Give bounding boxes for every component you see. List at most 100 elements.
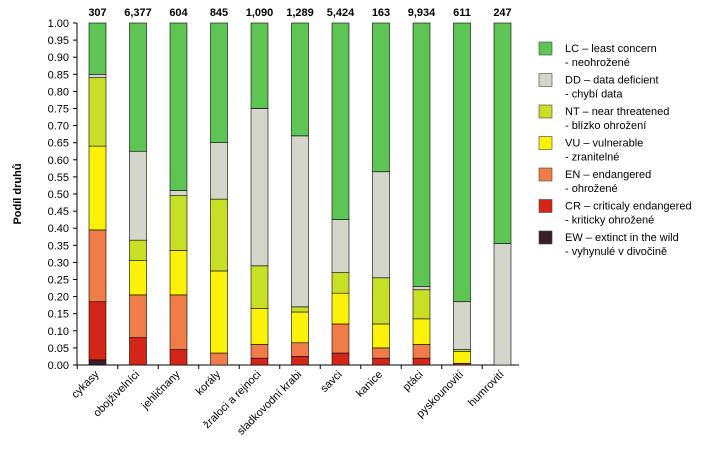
- y-tick-label: 0.65: [48, 138, 69, 150]
- bar-segment: [291, 22, 309, 137]
- bars: [88, 22, 512, 366]
- y-tick-label: 0.20: [48, 292, 69, 304]
- bar-segment: [412, 344, 431, 359]
- legend-label: NT – near threatened: [565, 106, 669, 118]
- legend-label-cz: - neohrožené: [565, 57, 630, 69]
- bar-segment: [412, 286, 431, 291]
- x-category-label: jehličnany: [139, 368, 183, 412]
- bar-segment: [291, 342, 309, 357]
- bar-segment: [331, 352, 350, 366]
- y-tick-label: 1.00: [48, 18, 69, 30]
- bar-count-label: 1,289: [286, 7, 314, 19]
- legend-swatch: [538, 199, 553, 213]
- y-tick-label: 0.55: [48, 172, 69, 184]
- legend-label: DD – data deficient: [565, 75, 659, 87]
- bar-segment: [412, 357, 431, 366]
- bar-segment: [291, 356, 309, 366]
- legend: LC – least concern - neohrožené DD – data …: [538, 41, 692, 258]
- bar-segment: [331, 22, 350, 220]
- x-category-label: korály: [194, 368, 224, 398]
- y-tick-label: 0.80: [48, 86, 69, 98]
- bar-segment: [453, 351, 471, 364]
- bar-segment: [331, 272, 350, 294]
- bar-segment: [291, 135, 309, 308]
- bar-segment: [88, 22, 107, 75]
- legend-label: CR – criticaly endangered: [565, 201, 692, 213]
- bar-segment: [372, 357, 390, 366]
- bar-segment: [129, 22, 147, 152]
- legend-label: LC – least concern: [565, 43, 657, 55]
- legend-swatch: [538, 167, 553, 182]
- legend-swatch: [538, 41, 553, 56]
- bar-segment: [88, 145, 107, 231]
- bar-segment: [372, 171, 390, 279]
- bar-segment: [169, 294, 188, 350]
- bar-segment: [372, 277, 390, 325]
- x-category-label: humrovití: [466, 369, 506, 409]
- bar-segment: [129, 294, 147, 338]
- legend-swatch: [538, 104, 553, 119]
- bar-segment: [412, 22, 431, 287]
- legend-label-cz: - blízko ohrožení: [565, 120, 646, 132]
- bar-count-label: 611: [453, 7, 471, 19]
- bar-count-label: 604: [169, 7, 188, 19]
- legend-label-cz: - zranitelné: [565, 152, 619, 164]
- bar-segment: [493, 243, 512, 366]
- x-category-label: cykasy: [69, 368, 102, 401]
- bar-segment: [210, 22, 228, 143]
- y-axis-title: Podíl druhů: [12, 163, 24, 224]
- bar-count-label: 845: [210, 7, 228, 19]
- legend-label: EN – endangered: [565, 169, 651, 181]
- bar-segment: [169, 349, 188, 366]
- bar-segment: [88, 359, 107, 366]
- bar-segment: [169, 195, 188, 251]
- x-category-label: ptáci: [401, 369, 426, 394]
- bar-count-label: 307: [88, 7, 106, 19]
- bar-count-label: 9,934: [408, 7, 436, 19]
- legend-label: EW – extinct in the wild: [565, 232, 679, 244]
- y-tick-label: 0.85: [48, 69, 69, 81]
- bar-segment: [372, 323, 390, 349]
- x-category-label: savci: [318, 369, 344, 395]
- legend-label-cz: - ohrožené: [565, 183, 618, 195]
- legend-label-cz: - kriticky ohrožené: [565, 215, 654, 227]
- bar-segment: [412, 289, 431, 320]
- bar-segment: [372, 347, 390, 359]
- bar-segment: [129, 150, 147, 241]
- y-tick-label: 0.05: [48, 343, 69, 355]
- bar-segment: [210, 142, 228, 200]
- bar-segment: [453, 301, 471, 350]
- y-tick-label: 0.60: [48, 155, 69, 167]
- bar-segment: [453, 22, 471, 303]
- bar-segment: [129, 260, 147, 296]
- y-tick-label: 0.70: [48, 121, 69, 133]
- legend-label-cz: - chybí data: [565, 89, 623, 101]
- y-tick-label: 0.15: [48, 309, 69, 321]
- bar-count-label: 247: [493, 7, 511, 19]
- y-tick-label: 0.10: [48, 326, 69, 338]
- bar-count-label: 163: [372, 7, 390, 19]
- bar-segment: [210, 198, 228, 272]
- bar-segment: [88, 74, 107, 79]
- y-tick-label: 0.00: [48, 360, 69, 372]
- bar-segment: [210, 352, 228, 366]
- bar-segment: [250, 265, 269, 309]
- bar-segment: [169, 22, 188, 191]
- bar-segment: [250, 357, 269, 366]
- bar-segment: [88, 301, 107, 361]
- bar-segment: [372, 22, 390, 173]
- bar-segment: [169, 190, 188, 197]
- bar-segment: [250, 308, 269, 345]
- legend-swatch: [538, 230, 553, 245]
- bar-segment: [291, 311, 309, 344]
- y-tick-label: 0.45: [48, 206, 69, 218]
- bar-segment: [291, 306, 309, 313]
- bar-segment: [331, 219, 350, 273]
- bar-segment: [331, 323, 350, 354]
- bar-segment: [129, 239, 147, 261]
- y-tick-label: 0.90: [48, 52, 69, 64]
- legend-label: VU – vulnerable: [565, 138, 643, 150]
- bar-segment: [493, 22, 512, 244]
- legend-swatch: [538, 73, 553, 87]
